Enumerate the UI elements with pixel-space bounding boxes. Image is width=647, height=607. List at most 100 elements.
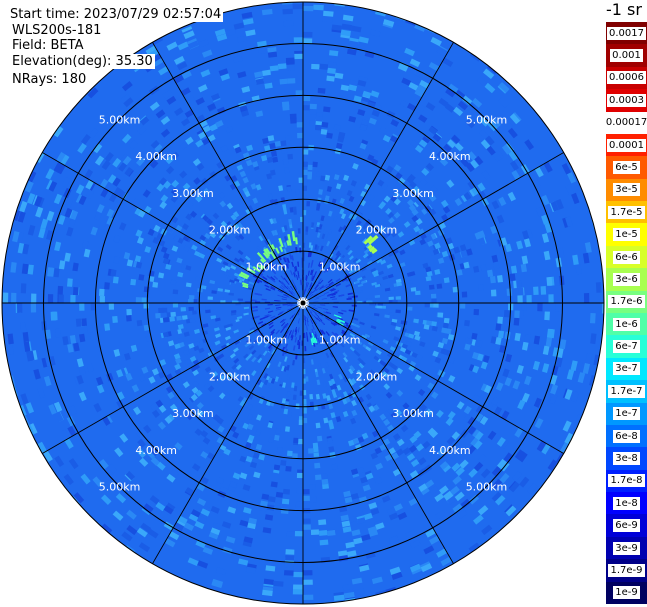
range-gate-cell bbox=[121, 81, 133, 92]
range-gate-cell bbox=[378, 226, 386, 233]
range-gate-cell bbox=[293, 270, 297, 276]
range-gate-cell bbox=[266, 156, 273, 163]
range-gate-cell bbox=[297, 228, 301, 234]
range-gate-cell bbox=[320, 215, 325, 222]
range-gate-cell bbox=[396, 438, 405, 447]
range-gate-cell bbox=[532, 360, 540, 371]
range-gate-cell bbox=[414, 335, 421, 341]
range-gate-cell bbox=[321, 121, 329, 128]
range-gate-cell bbox=[268, 496, 276, 503]
range-gate-cell bbox=[585, 353, 593, 365]
range-gate-cell bbox=[252, 274, 259, 279]
range-gate-cell bbox=[405, 340, 412, 347]
range-gate-cell bbox=[40, 320, 47, 331]
range-gate-cell bbox=[258, 397, 265, 405]
range-gate-cell bbox=[430, 293, 437, 299]
range-gate-cell bbox=[20, 283, 27, 294]
range-gate-cell bbox=[452, 503, 463, 513]
range-gate-cell bbox=[196, 483, 206, 492]
range-gate-cell bbox=[467, 444, 477, 455]
feature-cell bbox=[294, 237, 298, 245]
range-gate-cell bbox=[550, 384, 558, 395]
range-gate-cell bbox=[218, 297, 224, 301]
colorbar-tick-label: 0.0003 bbox=[607, 93, 646, 107]
range-gate-cell bbox=[335, 183, 342, 190]
range-gate-cell bbox=[411, 352, 418, 359]
range-gate-cell bbox=[570, 391, 580, 403]
range-gate-cell bbox=[299, 280, 302, 286]
range-gate-cell bbox=[345, 324, 352, 329]
range-gate-cell bbox=[517, 295, 523, 303]
range-gate-cell bbox=[310, 319, 314, 325]
range-gate-cell bbox=[86, 363, 94, 373]
range-gate-cell bbox=[106, 216, 114, 226]
range-gate-cell bbox=[396, 367, 404, 374]
range-gate-cell bbox=[319, 304, 326, 306]
range-gate-cell bbox=[247, 522, 257, 530]
range-gate-cell bbox=[149, 159, 159, 169]
range-gate-cell bbox=[165, 385, 174, 394]
range-gate-cell bbox=[454, 197, 463, 207]
range-gate-cell bbox=[306, 285, 308, 291]
range-gate-cell bbox=[451, 431, 461, 441]
range-gate-cell bbox=[54, 328, 62, 338]
range-gate-cell bbox=[536, 440, 547, 452]
range-gate-cell bbox=[256, 414, 262, 421]
range-gate-cell bbox=[90, 226, 98, 236]
range-gate-cell bbox=[353, 537, 363, 545]
range-gate-cell bbox=[332, 291, 338, 295]
range-gate-cell bbox=[464, 337, 472, 345]
feature-cell bbox=[311, 337, 315, 344]
range-gate-cell bbox=[319, 63, 329, 70]
range-gate-cell bbox=[47, 267, 54, 277]
range-gate-cell bbox=[70, 294, 76, 303]
range-gate-cell bbox=[465, 162, 475, 173]
range-gate-cell bbox=[374, 496, 384, 505]
range-gate-cell bbox=[267, 343, 273, 350]
range-gate-cell bbox=[320, 245, 324, 252]
range-gate-cell bbox=[305, 376, 309, 382]
range-gate-cell bbox=[234, 340, 241, 346]
range-gate-cell bbox=[398, 177, 406, 185]
colorbar-tick-label: 1.7e-7 bbox=[608, 384, 645, 398]
range-gate-cell bbox=[298, 177, 303, 184]
range-gate-cell bbox=[442, 205, 451, 214]
range-gate-cell bbox=[123, 252, 131, 260]
range-gate-cell bbox=[228, 292, 234, 296]
range-gate-cell bbox=[383, 418, 391, 426]
range-gate-cell bbox=[326, 186, 332, 193]
range-gate-cell bbox=[344, 242, 350, 248]
range-gate-cell bbox=[393, 19, 406, 28]
range-gate-cell bbox=[158, 404, 167, 413]
colorbar-tick-label: 1.7e-9 bbox=[608, 563, 645, 577]
range-gate-cell bbox=[285, 263, 289, 269]
range-gate-cell bbox=[232, 347, 239, 353]
range-gate-cell bbox=[381, 182, 389, 190]
range-gate-cell bbox=[121, 531, 133, 542]
colorbar-tick-label: 6e-9 bbox=[613, 519, 640, 533]
range-gate-cell bbox=[88, 128, 99, 139]
range-gate-cell bbox=[339, 342, 345, 348]
range-gate-cell bbox=[397, 231, 405, 238]
range-gate-cell bbox=[285, 549, 295, 555]
range-gate-cell bbox=[209, 279, 216, 285]
range-gate-cell bbox=[352, 346, 359, 352]
range-gate-cell bbox=[232, 372, 239, 379]
range-gate-cell bbox=[329, 287, 335, 292]
range-gate-cell bbox=[201, 137, 211, 146]
range-gate-cell bbox=[437, 257, 445, 264]
range-gate-cell bbox=[375, 261, 382, 267]
range-gate-cell bbox=[159, 201, 168, 210]
range-gate-cell bbox=[250, 183, 257, 190]
range-gate-cell bbox=[256, 354, 262, 360]
range-gate-cell bbox=[293, 272, 296, 278]
range-gate-cell bbox=[590, 333, 597, 345]
range-gate-cell bbox=[377, 179, 385, 187]
range-gate-cell bbox=[392, 286, 399, 291]
range-gate-cell bbox=[289, 113, 297, 120]
range-gate-cell bbox=[210, 315, 217, 320]
range-gate-cell bbox=[87, 139, 98, 150]
range-gate-cell bbox=[293, 385, 298, 392]
range-gate-cell bbox=[466, 248, 473, 256]
